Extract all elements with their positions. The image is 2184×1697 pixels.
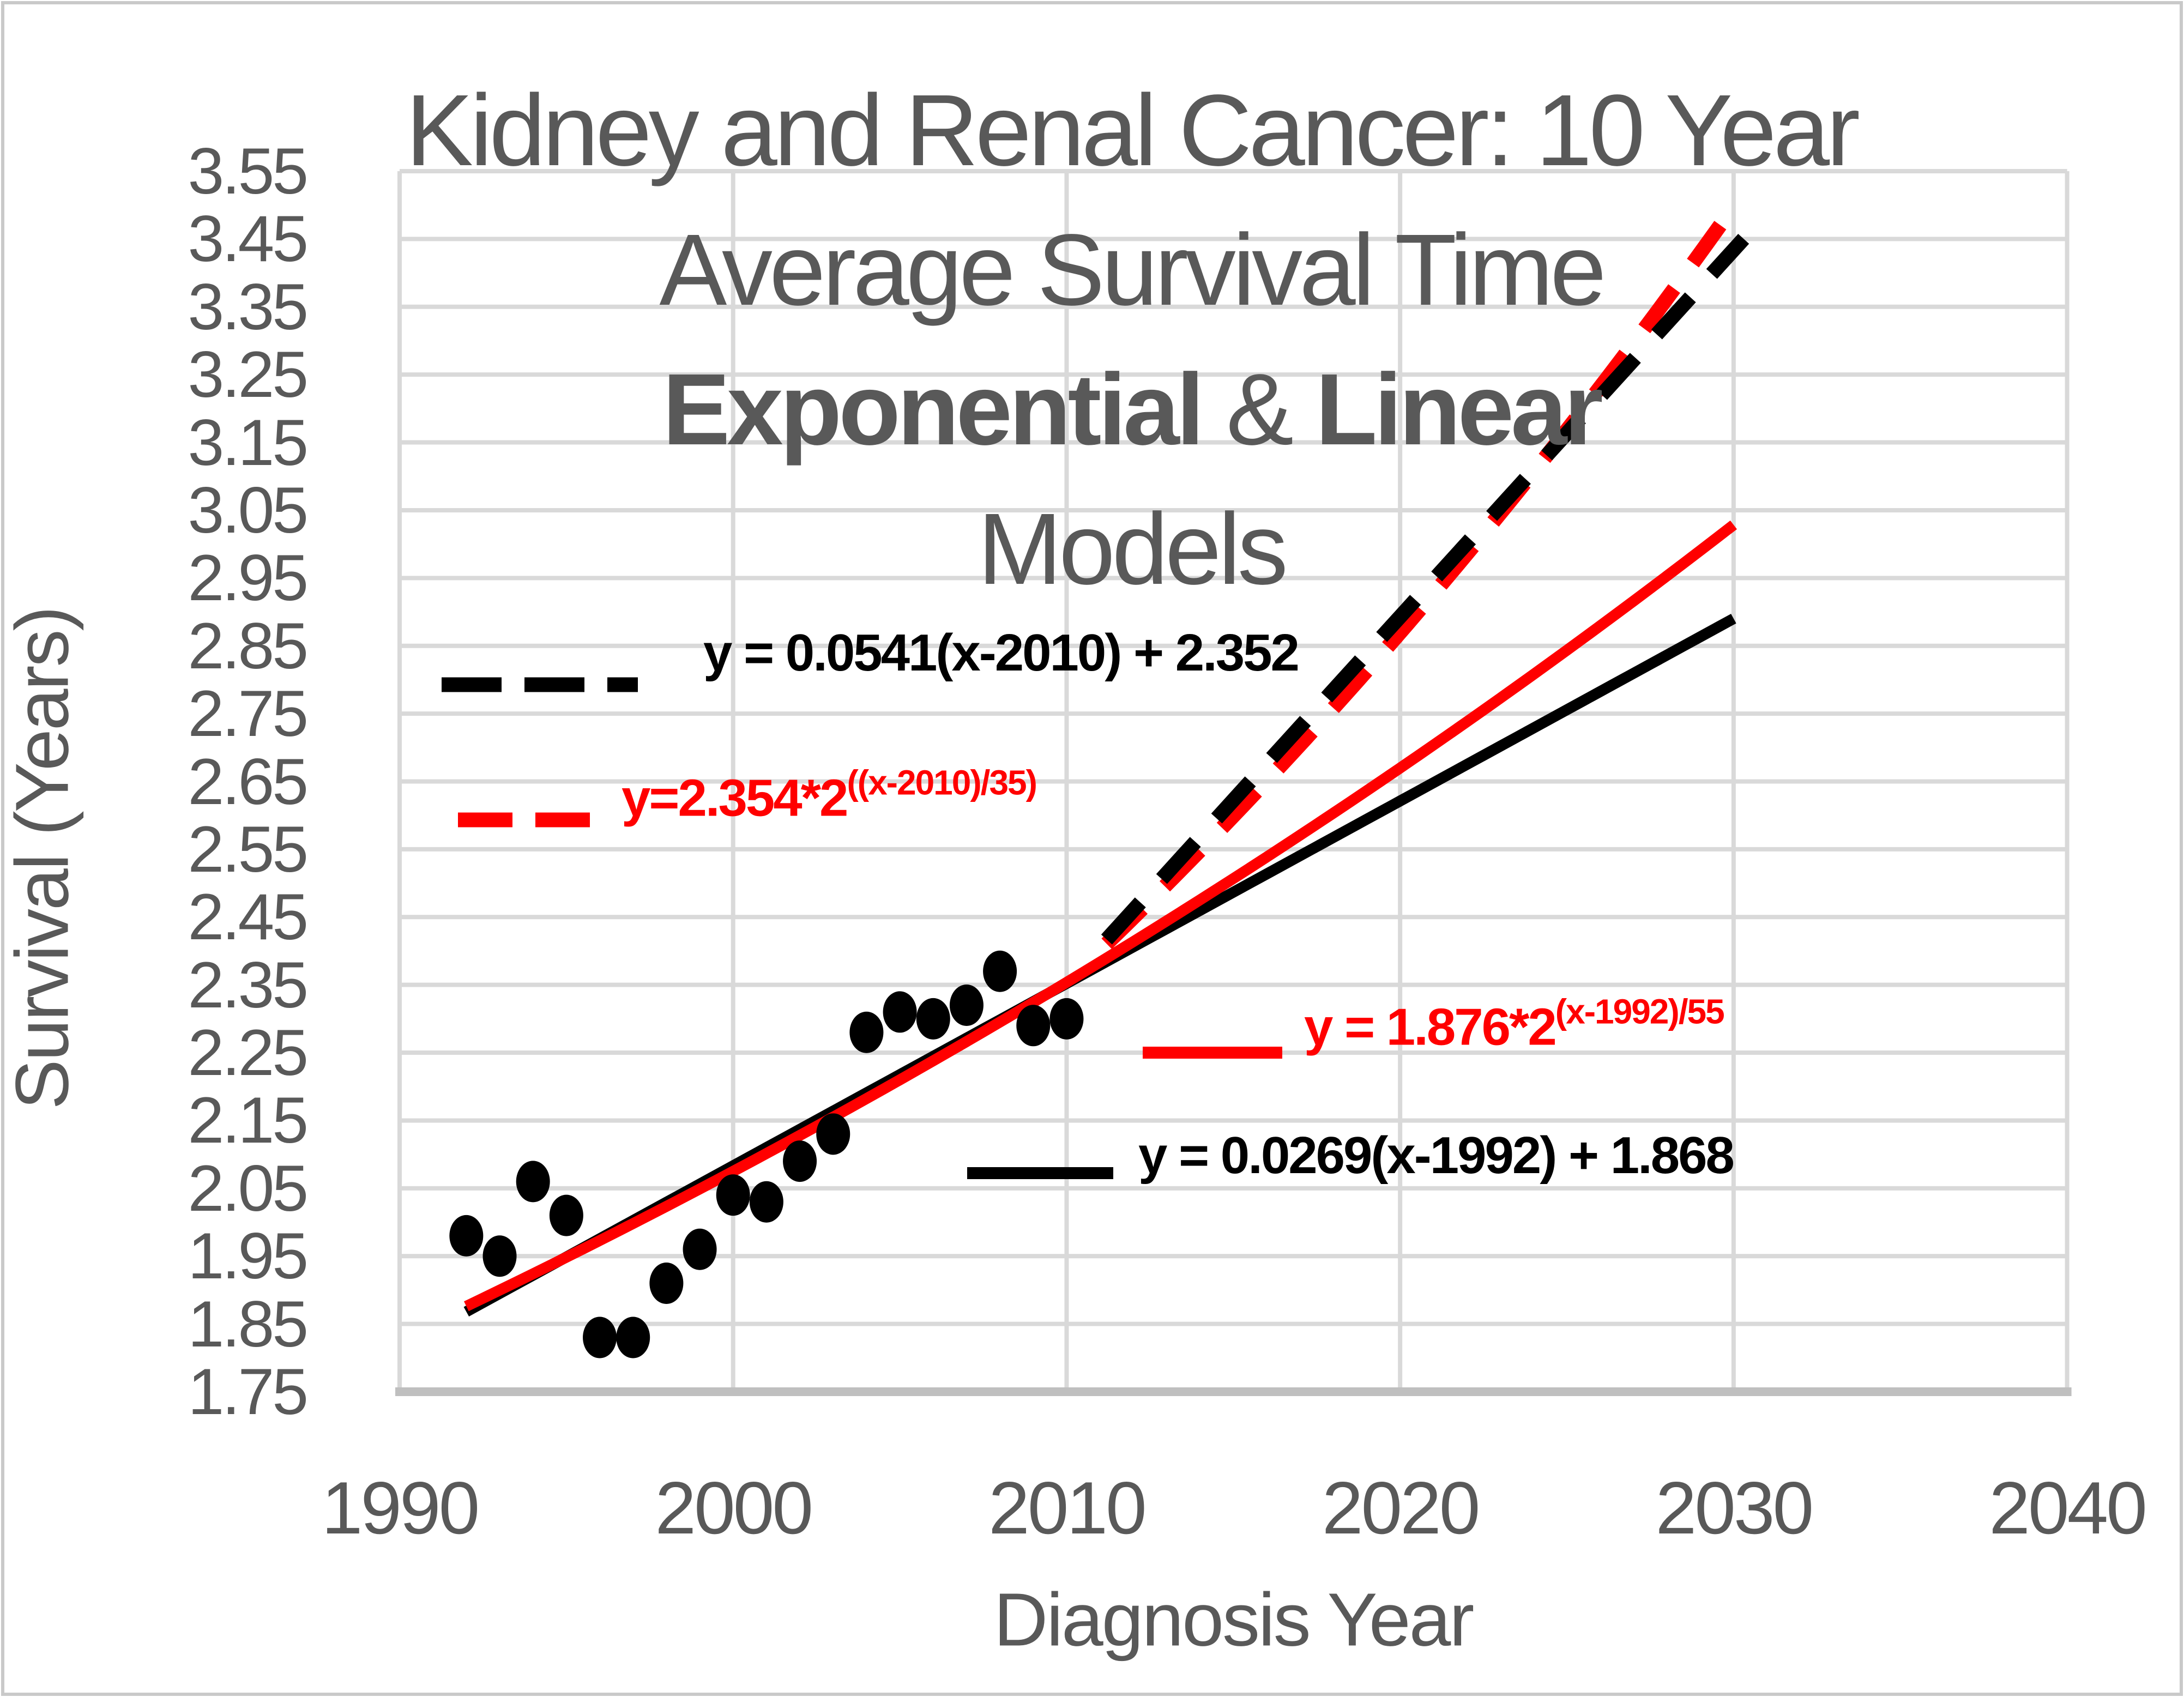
y-tick-label: 2.15	[188, 1084, 309, 1157]
y-tick-label: 3.35	[188, 270, 309, 343]
scatter-point	[583, 1316, 617, 1358]
title-word-exponential: Exponential	[662, 353, 1204, 466]
y-tick-label: 3.05	[188, 473, 309, 547]
y-tick-label: 2.85	[188, 609, 309, 683]
y-tick-label: 2.75	[188, 677, 309, 751]
x-tick-label: 2020	[1322, 1466, 1481, 1549]
equation-exp-1992-exponent: (x-1992)/55	[1555, 992, 1725, 1031]
equation-linear-1992: y = 0.0269(x-1992) + 1.868	[1138, 1126, 1735, 1186]
y-tick-label: 3.15	[188, 406, 309, 479]
equation-linear-2010-text: y = 0.0541(x-2010) + 2.352	[703, 624, 1300, 682]
y-tick-label: 2.55	[188, 812, 309, 886]
x-axis-title: Diagnosis Year	[993, 1578, 1475, 1662]
y-tick-label: 2.25	[188, 1016, 309, 1090]
chart-title: Kidney and Renal Cancer: 10 Year Average…	[76, 61, 2184, 619]
y-tick-label: 3.25	[188, 338, 309, 412]
equation-linear-2010: y = 0.0541(x-2010) + 2.352	[703, 623, 1300, 683]
scatter-point	[849, 1011, 884, 1053]
title-word-linear: Linear	[1315, 353, 1603, 466]
y-tick-label: 3.45	[188, 202, 309, 276]
scatter-point	[1049, 998, 1084, 1040]
equation-exp-1992: y = 1.876*2(x-1992)/55	[1304, 992, 1725, 1058]
scatter-point	[649, 1262, 684, 1304]
x-tick-label: 2040	[1989, 1466, 2147, 1549]
x-tick-label: 2000	[655, 1466, 813, 1549]
equation-exp-2010: y=2.354*2((x-2010)/35)	[622, 763, 1037, 829]
scatter-point	[716, 1174, 750, 1216]
y-tick-label: 1.95	[188, 1219, 309, 1293]
scatter-point	[549, 1194, 583, 1236]
x-tick-label: 2030	[1655, 1466, 1814, 1549]
x-tick-label: 1990	[321, 1466, 480, 1549]
scatter-point	[983, 950, 1017, 992]
equation-exp-2010-text: y=2.354*2	[622, 769, 848, 828]
y-axis-title: Survival (Years)	[0, 607, 85, 1110]
y-tick-label: 3.55	[188, 135, 309, 208]
scatter-point	[916, 998, 950, 1040]
equation-exp-1992-text: y = 1.876*2	[1304, 998, 1557, 1056]
model-line-exp_1992	[464, 520, 1737, 1312]
scatter-point	[749, 1181, 783, 1223]
scatter-point	[783, 1140, 817, 1182]
title-ampersand: &	[1201, 353, 1316, 466]
equation-linear-1992-text: y = 0.0269(x-1992) + 1.868	[1138, 1126, 1735, 1185]
chart-title-line1: Kidney and Renal Cancer: 10 Year	[405, 74, 1860, 187]
y-tick-label: 2.45	[188, 880, 309, 954]
scatter-point	[949, 984, 984, 1026]
y-tick-label: 2.05	[188, 1151, 309, 1225]
y-tick-label: 2.35	[188, 948, 309, 1022]
scatter-point	[683, 1228, 717, 1270]
scatter-point	[883, 991, 917, 1033]
y-tick-label: 1.85	[188, 1287, 309, 1361]
scatter-point	[816, 1113, 850, 1155]
y-tick-label: 1.75	[188, 1355, 309, 1428]
scatter-point	[1016, 1005, 1051, 1047]
model-line-exp_2010	[1101, 221, 1727, 949]
chart-title-line4: Models	[978, 493, 1288, 606]
y-tick-label: 2.95	[188, 541, 309, 615]
chart-title-line2: Average Survival Time	[659, 214, 1606, 327]
scatter-point	[449, 1215, 484, 1257]
scatter-point	[482, 1235, 517, 1277]
scatter-point	[516, 1161, 550, 1203]
equation-exp-2010-exponent: ((x-2010)/35)	[847, 763, 1037, 802]
x-tick-label: 2010	[988, 1466, 1147, 1549]
scatter-point	[616, 1316, 650, 1358]
y-tick-label: 2.65	[188, 745, 309, 818]
chart-title-line3: Exponential & Linear	[76, 340, 2184, 480]
